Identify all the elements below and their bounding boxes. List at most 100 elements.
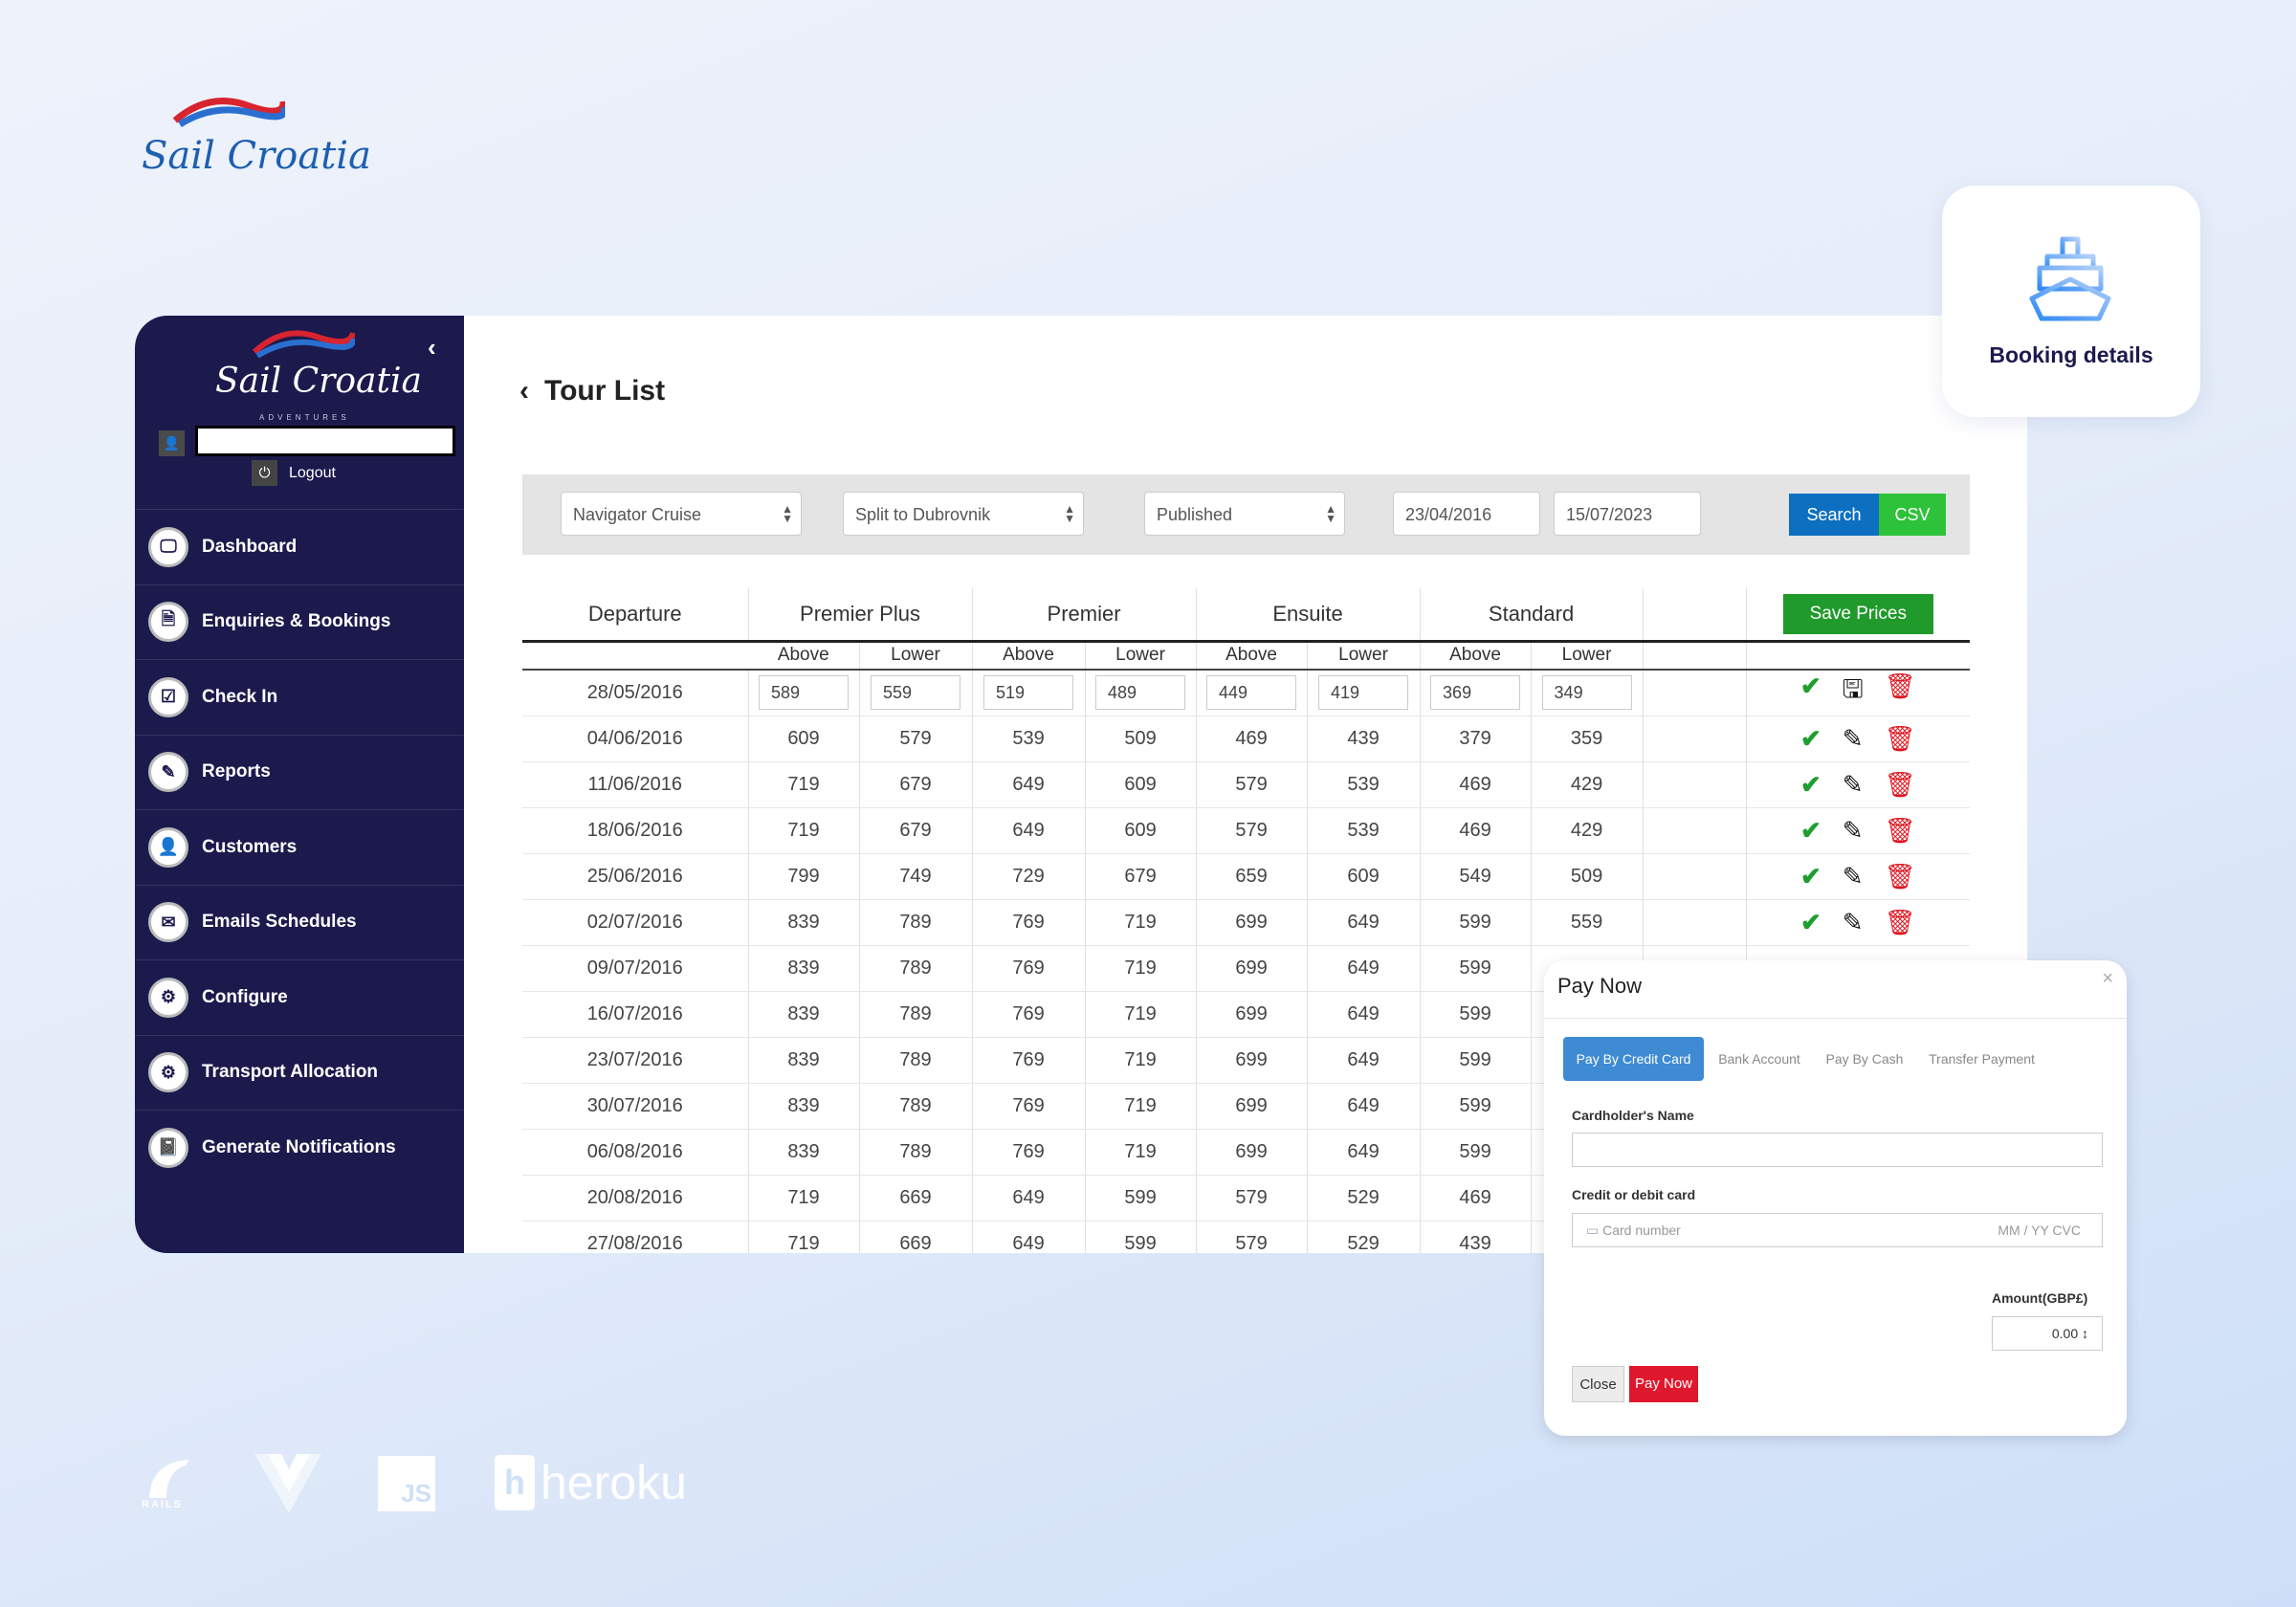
sidebar-item-generate-notifications[interactable]: 📓 Generate Notifications <box>135 1110 464 1185</box>
trash-icon[interactable]: 🗑 <box>1884 815 1916 845</box>
collapse-sidebar-button[interactable]: ‹ <box>428 333 436 363</box>
check-icon[interactable]: ✔ <box>1800 723 1821 753</box>
departure-date: 16/07/2016 <box>522 991 749 1038</box>
sidebar-item-emails-schedules[interactable]: ✉ Emails Schedules <box>135 884 464 960</box>
pencil-icon[interactable]: ✎ <box>1842 907 1864 936</box>
cardholder-name-input[interactable] <box>1572 1133 2103 1167</box>
pencil-icon[interactable]: ✎ <box>1842 769 1864 799</box>
sidebar-item-label: Dashboard <box>202 536 298 557</box>
price-cell: 749 <box>859 853 973 900</box>
departure-date: 25/06/2016 <box>522 853 749 900</box>
table-subheader-row: Above Lower Above Lower Above Lower Above Lower <box>522 639 1971 671</box>
js-logo: JS <box>378 1456 435 1511</box>
date-from-input[interactable]: 23/04/2016 <box>1393 492 1540 536</box>
check-icon[interactable]: ✔ <box>1800 861 1821 891</box>
price-input[interactable] <box>871 675 960 711</box>
check-icon[interactable]: ✔ <box>1800 907 1821 936</box>
tab-pay-by-credit-card[interactable]: Pay By Credit Card <box>1563 1037 1704 1081</box>
book-icon: 📓 <box>148 1127 188 1168</box>
price-cell: 719 <box>1085 1083 1197 1130</box>
close-button[interactable]: Close <box>1572 1366 1624 1402</box>
csv-button[interactable]: CSV <box>1879 494 1946 536</box>
price-input[interactable] <box>1541 675 1632 711</box>
trash-icon[interactable]: 🗑 <box>1884 769 1916 799</box>
blank-cell <box>1643 715 1747 762</box>
trash-icon[interactable]: 🗑 <box>1884 907 1916 936</box>
price-input[interactable] <box>1318 675 1409 711</box>
sidebar-item-reports[interactable]: ✎ Reports <box>135 734 464 810</box>
subheader-lower: Lower <box>1085 639 1197 671</box>
price-cell: 649 <box>972 1221 1086 1253</box>
sidebar-item-check-in[interactable]: ☑ Check In <box>135 659 464 735</box>
price-cell: 379 <box>1420 715 1532 762</box>
trash-icon[interactable]: 🗑 <box>1884 723 1916 753</box>
back-chevron-icon[interactable]: ‹ <box>519 375 529 407</box>
sidebar-item-configure[interactable]: ⚙ Configure <box>135 959 464 1035</box>
tab-transfer-payment[interactable]: Transfer Payment <box>1929 1051 2035 1067</box>
check-icon[interactable]: ✔ <box>1799 671 1821 701</box>
sidebar-item-customers[interactable]: 👤 Customers <box>135 809 464 885</box>
price-cell: 659 <box>1196 853 1308 900</box>
blank-cell <box>1643 853 1747 900</box>
price-cell: 609 <box>1307 853 1421 900</box>
amount-label: Amount(GBP£) <box>1992 1290 2088 1306</box>
price-cell: 729 <box>972 853 1086 900</box>
price-input[interactable] <box>1206 675 1297 711</box>
save-prices-button[interactable]: Save Prices <box>1782 593 1933 634</box>
card-number-input[interactable]: ▭ Card number MM / YY CVC <box>1572 1213 2103 1247</box>
date-to-input[interactable]: 15/07/2023 <box>1554 492 1701 536</box>
blank-cell <box>1643 807 1747 854</box>
price-input[interactable] <box>1430 675 1521 711</box>
status-select[interactable]: Published ▲ ▼ <box>1144 492 1345 536</box>
price-cell: 579 <box>859 715 973 762</box>
trash-icon[interactable]: 🗑 <box>1884 861 1916 891</box>
price-input[interactable] <box>983 675 1074 711</box>
price-cell: 429 <box>1531 761 1644 808</box>
trash-icon[interactable]: 🗑 <box>1884 671 1916 701</box>
pencil-icon[interactable]: ✎ <box>1842 723 1864 753</box>
departure-date: 06/08/2016 <box>522 1129 749 1176</box>
envelope-icon: ✉ <box>148 902 188 943</box>
route-select[interactable]: Split to Dubrovnik ▲ ▼ <box>843 492 1084 536</box>
search-button[interactable]: Search <box>1789 494 1879 536</box>
sidebar-item-transport-allocation[interactable]: ⚙ Transport Allocation <box>135 1034 464 1111</box>
departure-date: 04/06/2016 <box>522 715 749 762</box>
price-cell: 719 <box>748 761 860 808</box>
price-cell: 839 <box>748 1037 860 1084</box>
row-actions: ✔ 🖫 🗑 <box>1746 670 1971 716</box>
price-cell: 679 <box>859 761 973 808</box>
departure-date: 18/06/2016 <box>522 807 749 854</box>
sidebar-logo: Sail Croatia ADVENTURES <box>211 325 422 430</box>
pencil-icon[interactable]: ✎ <box>1842 861 1864 891</box>
price-cell: 649 <box>1307 1129 1421 1176</box>
price-input[interactable] <box>1095 675 1186 711</box>
price-cell <box>972 670 1086 716</box>
price-cell: 649 <box>1307 1083 1421 1130</box>
check-icon[interactable]: ✔ <box>1800 769 1821 799</box>
price-cell: 609 <box>1085 807 1197 854</box>
username-field[interactable] <box>195 426 455 456</box>
tab-bank-account[interactable]: Bank Account <box>1718 1051 1800 1067</box>
subheader-blank <box>1746 639 1971 671</box>
sidebar-item-dashboard[interactable]: 🖵 Dashboard <box>135 509 464 584</box>
close-icon[interactable]: × <box>2102 968 2113 989</box>
check-icon[interactable]: ✔ <box>1800 815 1821 845</box>
logout-button[interactable]: ⏻ Logout <box>252 460 336 486</box>
price-cell: 679 <box>859 807 973 854</box>
price-input[interactable] <box>759 675 849 711</box>
amount-input[interactable]: 0.00 ↕ <box>1992 1316 2103 1351</box>
pay-now-button[interactable]: Pay Now <box>1629 1366 1698 1402</box>
price-cell: 789 <box>859 1129 973 1176</box>
ship-select[interactable]: Navigator Cruise ▲ ▼ <box>561 492 802 536</box>
price-cell: 609 <box>748 715 860 762</box>
booking-details-card[interactable]: Booking details <box>1942 186 2200 417</box>
pencil-icon[interactable]: ✎ <box>1842 815 1864 845</box>
col-blank <box>1643 588 1747 641</box>
save-icon[interactable]: 🖫 <box>1842 674 1864 704</box>
price-cell: 599 <box>1420 1037 1532 1084</box>
chevron-left-icon: ‹ <box>428 333 436 362</box>
price-cell: 719 <box>748 1221 860 1253</box>
tab-pay-by-cash[interactable]: Pay By Cash <box>1825 1051 1904 1067</box>
row-actions: ✔ ✎ 🗑 <box>1746 761 1971 808</box>
sidebar-item-enquiries-bookings[interactable]: 🗎 Enquiries & Bookings <box>135 583 464 660</box>
